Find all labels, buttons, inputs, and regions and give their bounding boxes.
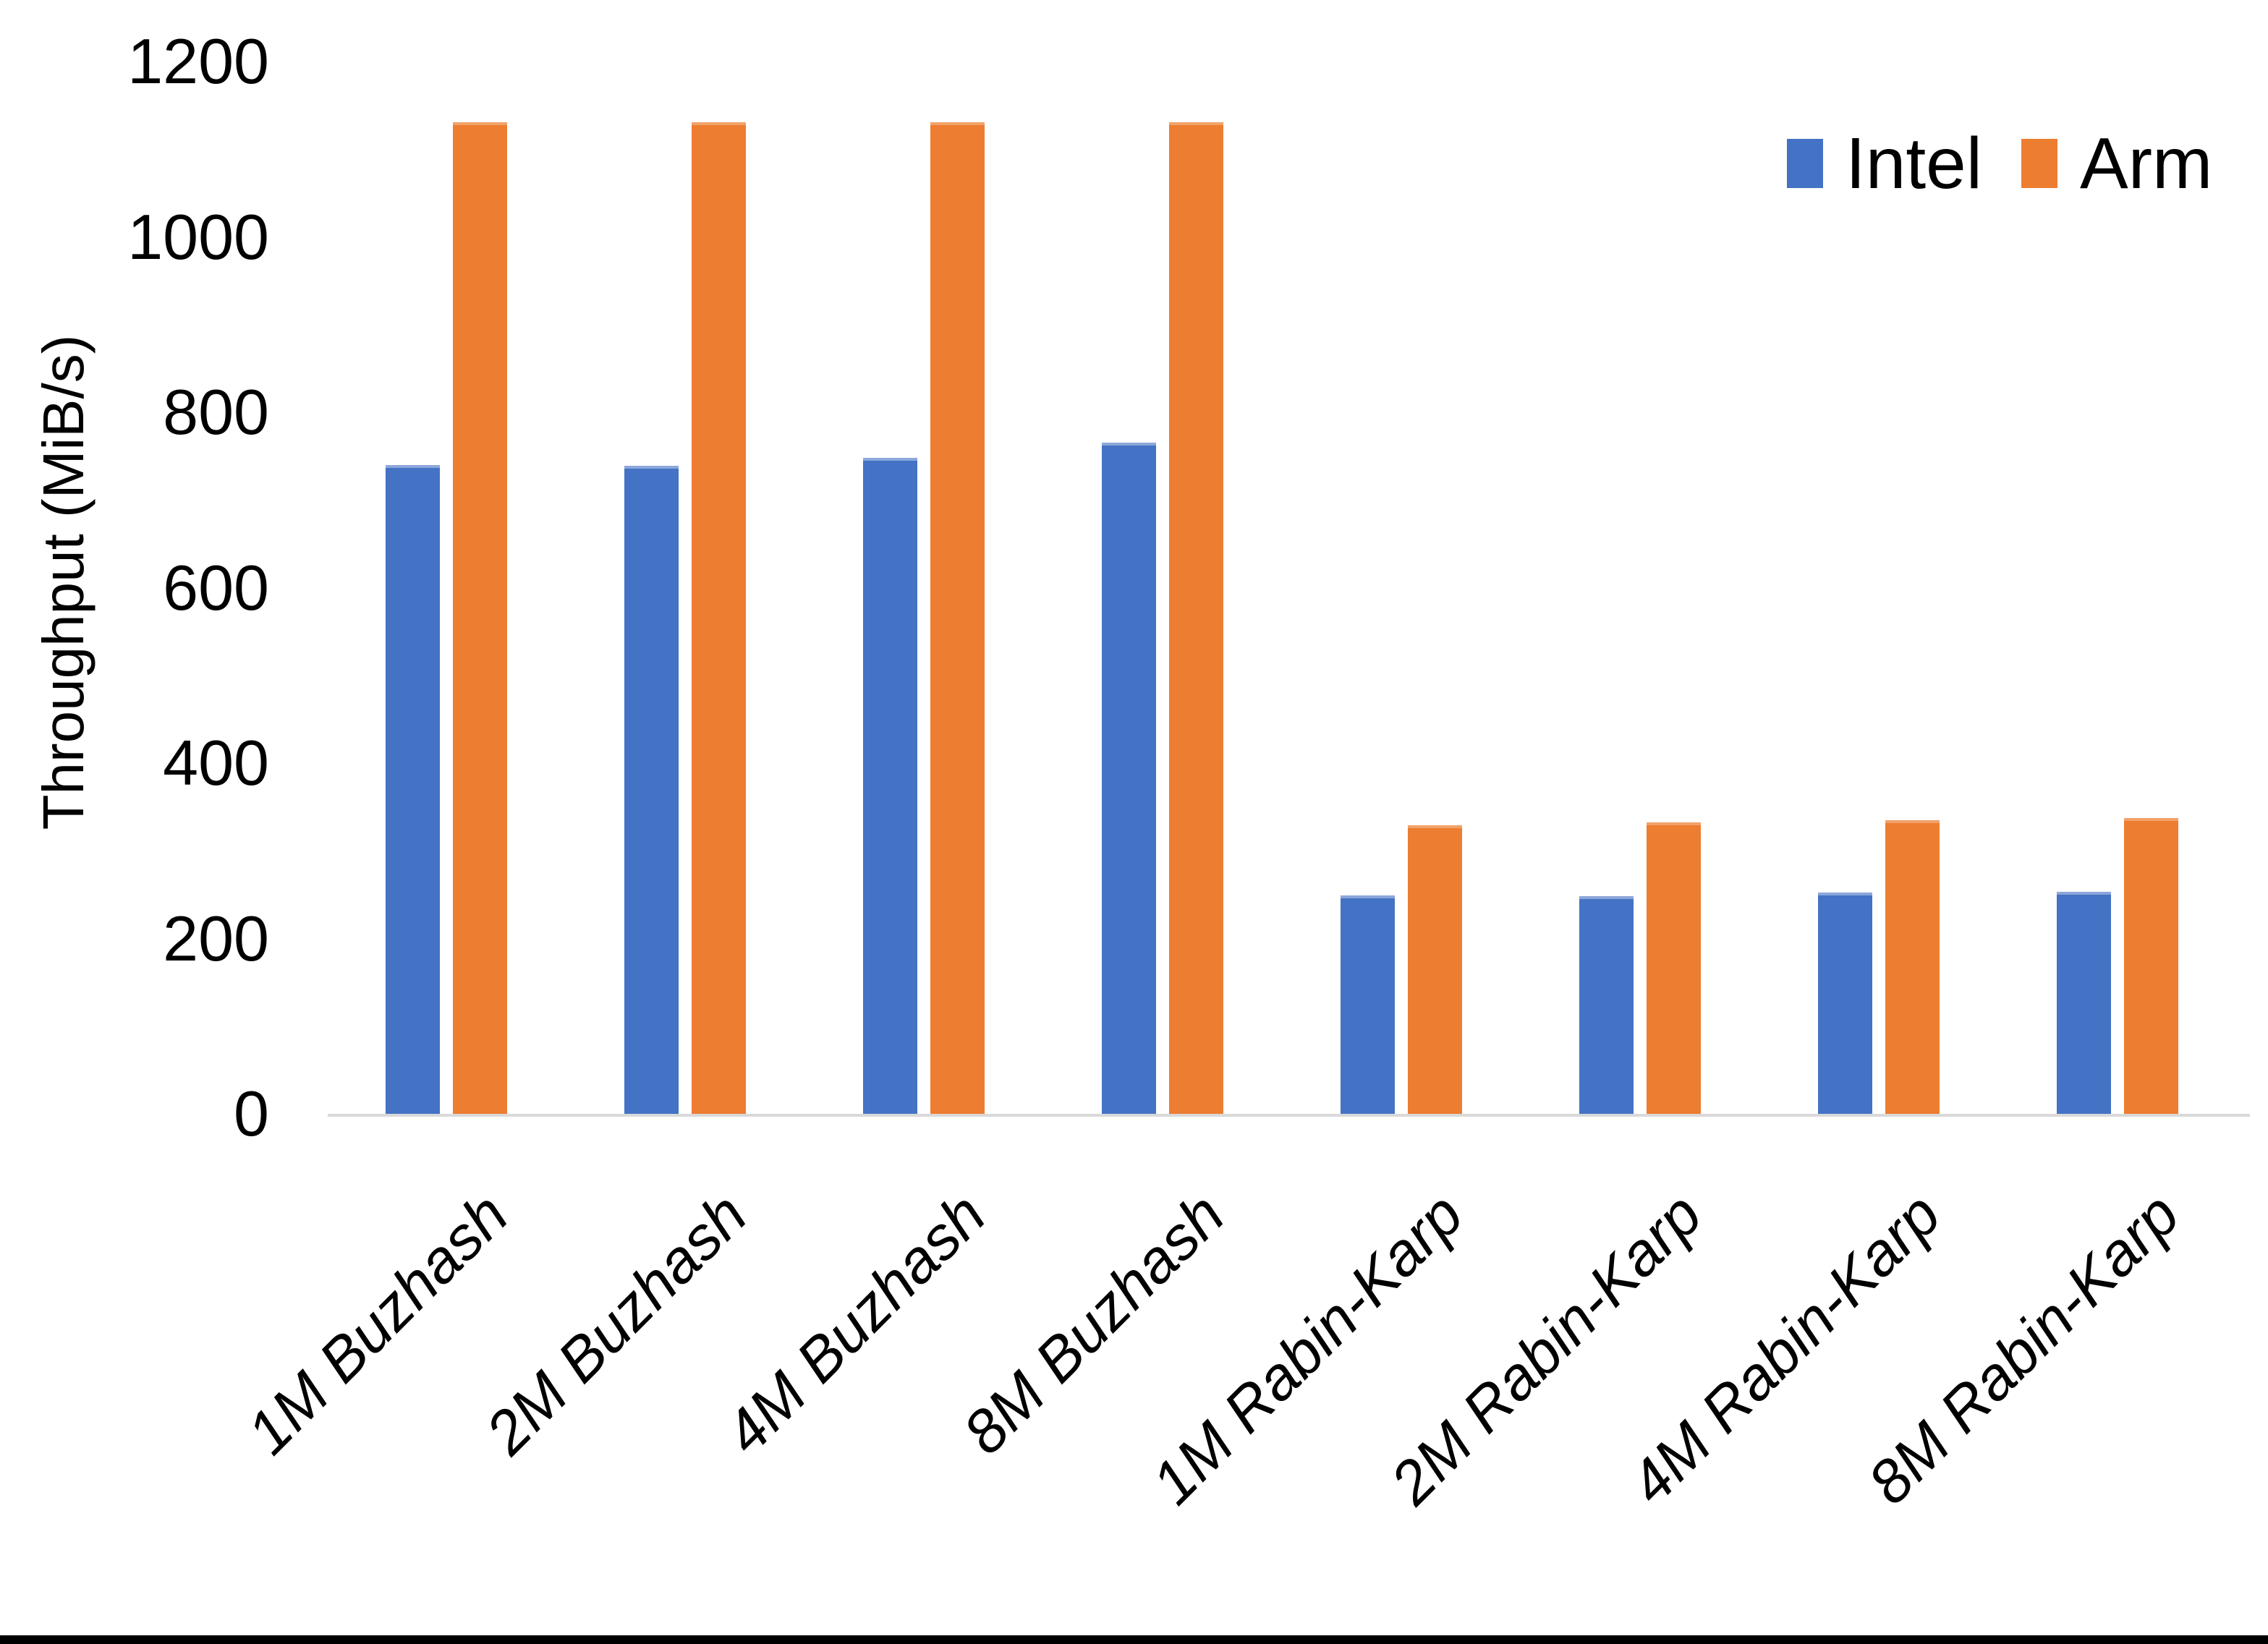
bar-intel-1m-rabin-karp (1341, 895, 1395, 1114)
bar-arm-8m-rabin-karp (2124, 818, 2178, 1114)
y-tick-label-400: 400 (163, 727, 269, 798)
legend-swatch-intel (1787, 139, 1823, 188)
bar-arm-8m-buzhash (1169, 122, 1223, 1114)
bottom-border (0, 1635, 2268, 1644)
y-tick-label-1000: 1000 (127, 200, 269, 273)
bar-intel-4m-rabin-karp (1818, 893, 1872, 1114)
x-axis-line (328, 1114, 2250, 1117)
bar-arm-4m-rabin-karp (1885, 820, 1940, 1114)
y-tick-label-600: 600 (163, 551, 269, 623)
y-tick-label-800: 800 (163, 376, 269, 448)
bar-arm-1m-buzhash (453, 122, 507, 1114)
y-tick-label-1200: 1200 (127, 25, 269, 97)
bar-intel-8m-rabin-karp (2057, 892, 2111, 1114)
legend-swatch-arm (2021, 139, 2057, 188)
legend-item-arm: Arm (2021, 127, 2212, 200)
legend-item-intel: Intel (1787, 127, 1982, 200)
bar-intel-1m-buzhash (386, 465, 440, 1114)
bar-arm-1m-rabin-karp (1408, 825, 1462, 1114)
bar-arm-2m-rabin-karp (1647, 822, 1701, 1114)
bar-intel-8m-buzhash (1102, 443, 1156, 1114)
bar-arm-2m-buzhash (692, 122, 746, 1114)
bar-intel-2m-rabin-karp (1579, 896, 1634, 1114)
bar-intel-2m-buzhash (624, 466, 679, 1114)
y-tick-label-200: 200 (163, 902, 269, 974)
bar-arm-4m-buzhash (930, 122, 985, 1114)
y-tick-label-0: 0 (234, 1078, 269, 1149)
legend-label-arm: Arm (2080, 123, 2213, 204)
legend-label-intel: Intel (1846, 123, 1983, 204)
bar-intel-4m-buzhash (863, 458, 917, 1114)
